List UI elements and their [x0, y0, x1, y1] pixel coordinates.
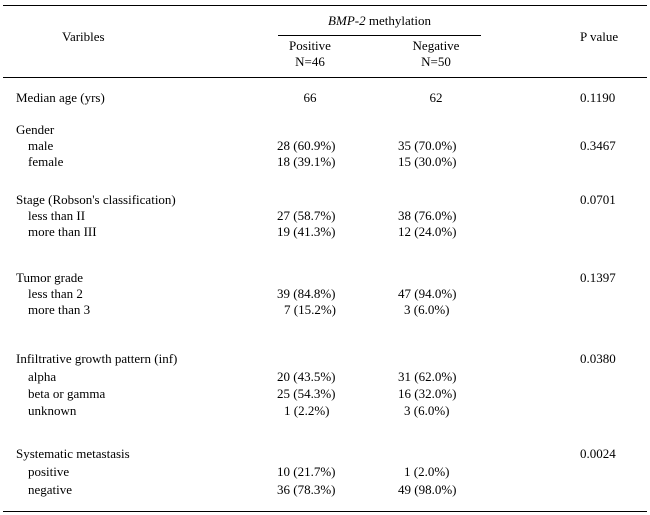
row-label: unknown [28, 403, 77, 418]
p-value: 0.0024 [580, 446, 616, 461]
negative-value: 12 (24.0%) [398, 224, 457, 239]
row-label: male [28, 138, 54, 153]
positive-value: 36 (78.3%) [277, 482, 336, 497]
negative-header: Negative [412, 38, 460, 53]
p-value: 0.3467 [580, 138, 616, 153]
row-label: Systematic metastasis [16, 446, 130, 461]
positive-value: 28 (60.9%) [277, 138, 336, 153]
row-label: more than 3 [28, 302, 91, 317]
negative-value: 16 (32.0%) [398, 386, 457, 401]
top-rule [3, 5, 647, 6]
header-rule [3, 77, 647, 78]
negative-value: 3 (6.0%) [404, 302, 450, 317]
group-suffix: methylation [365, 13, 431, 28]
positive-value: 10 (21.7%) [277, 464, 336, 479]
p-value: 0.1397 [580, 270, 616, 285]
row-label: Stage (Robson's classification) [16, 192, 176, 207]
gene-name: BMP-2 [328, 13, 366, 28]
row-label: Tumor grade [16, 270, 84, 285]
row-label: female [28, 154, 64, 169]
p-value: 0.0701 [580, 192, 616, 207]
negative-value: 49 (98.0%) [398, 482, 457, 497]
row-label: beta or gamma [28, 386, 106, 401]
positive-value: 1 (2.2%) [284, 403, 330, 418]
positive-value: 20 (43.5%) [277, 369, 336, 384]
negative-n: N=50 [421, 54, 451, 69]
row-label: Gender [16, 122, 55, 137]
row-label: positive [28, 464, 70, 479]
positive-value: 25 (54.3%) [277, 386, 336, 401]
pvalue-header: P value [580, 29, 619, 44]
row-label: less than 2 [28, 286, 83, 301]
row-label: alpha [28, 369, 57, 384]
row-label: more than III [28, 224, 97, 239]
negative-value: 31 (62.0%) [398, 369, 457, 384]
negative-value: 3 (6.0%) [404, 403, 450, 418]
group-underline [278, 35, 481, 36]
row-label: negative [28, 482, 73, 497]
positive-value: 66 [303, 90, 317, 105]
positive-value: 7 (15.2%) [284, 302, 336, 317]
negative-value: 35 (70.0%) [398, 138, 457, 153]
positive-n: N=46 [295, 54, 325, 69]
negative-value: 38 (76.0%) [398, 208, 457, 223]
negative-value: 47 (94.0%) [398, 286, 457, 301]
row-label: Median age (yrs) [16, 90, 105, 105]
p-value: 0.1190 [580, 90, 616, 105]
row-label: less than II [28, 208, 86, 223]
positive-value: 27 (58.7%) [277, 208, 336, 223]
p-value: 0.0380 [580, 351, 616, 366]
row-label: Infiltrative growth pattern (inf) [16, 351, 178, 366]
negative-value: 62 [429, 90, 443, 105]
positive-value: 39 (84.8%) [277, 286, 336, 301]
positive-header: Positive [289, 38, 331, 53]
negative-value: 15 (30.0%) [398, 154, 457, 169]
positive-value: 18 (39.1%) [277, 154, 336, 169]
positive-value: 19 (41.3%) [277, 224, 336, 239]
group-header: BMP-2 methylation [278, 13, 481, 28]
negative-value: 1 (2.0%) [404, 464, 450, 479]
variables-header: Varibles [62, 29, 105, 44]
bottom-rule [3, 511, 647, 512]
